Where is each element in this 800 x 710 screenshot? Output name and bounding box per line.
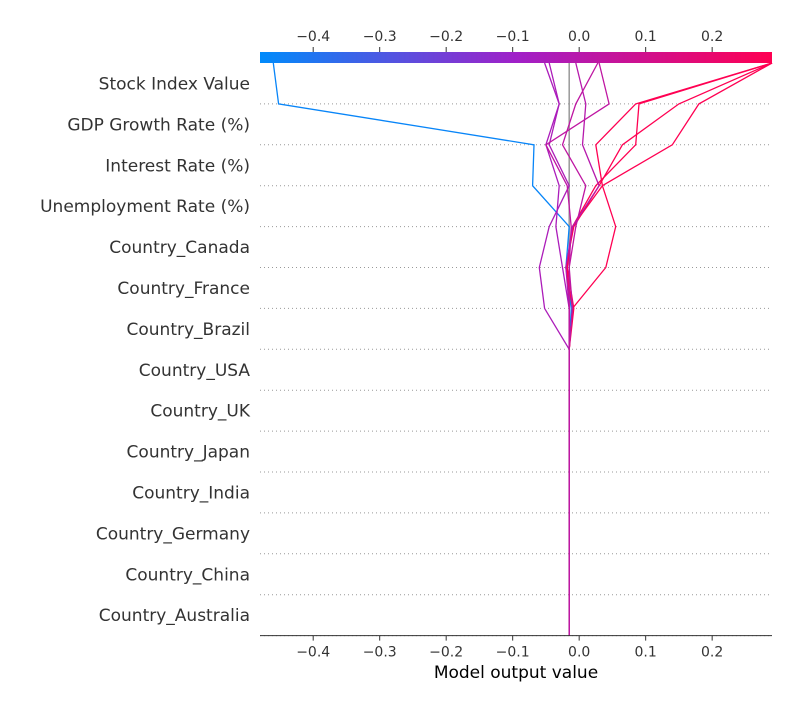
top-tick-label: −0.1 bbox=[496, 29, 530, 45]
x-tick-label: 0.1 bbox=[635, 645, 657, 661]
feature-label: Country_Brazil bbox=[127, 320, 250, 340]
x-tick-label: −0.1 bbox=[496, 645, 530, 661]
decision-line bbox=[568, 62, 773, 636]
x-tick-label: 0.2 bbox=[701, 645, 723, 661]
decision-line bbox=[272, 62, 572, 636]
feature-label: Unemployment Rate (%) bbox=[40, 197, 250, 217]
feature-label: Country_Germany bbox=[96, 524, 250, 544]
decision-line bbox=[545, 62, 610, 636]
feature-label: Stock Index Value bbox=[99, 74, 250, 94]
top-tick-label: −0.4 bbox=[296, 29, 330, 45]
x-tick-label: 0.0 bbox=[568, 645, 590, 661]
feature-label: Country_India bbox=[132, 483, 250, 503]
feature-label: GDP Growth Rate (%) bbox=[67, 115, 250, 135]
x-tick-label: −0.3 bbox=[363, 645, 397, 661]
decision-line bbox=[565, 62, 600, 636]
feature-label: Country_UK bbox=[150, 402, 250, 422]
feature-label: Country_Canada bbox=[109, 238, 250, 258]
top-tick-label: 0.1 bbox=[635, 29, 657, 45]
colorbar bbox=[260, 52, 772, 63]
top-tick-label: 0.0 bbox=[568, 29, 590, 45]
x-tick-label: −0.4 bbox=[296, 645, 330, 661]
decision-line bbox=[566, 62, 773, 636]
feature-label: Country_Japan bbox=[127, 443, 250, 463]
top-tick-label: 0.2 bbox=[701, 29, 723, 45]
top-tick-label: −0.2 bbox=[429, 29, 463, 45]
decision-line bbox=[566, 62, 773, 636]
top-tick-label: −0.3 bbox=[363, 29, 397, 45]
x-tick-label: −0.2 bbox=[429, 645, 463, 661]
feature-label: Country_China bbox=[125, 565, 250, 585]
feature-label: Country_France bbox=[117, 279, 250, 299]
feature-label: Interest Rate (%) bbox=[105, 156, 250, 176]
feature-label: Country_USA bbox=[139, 361, 251, 381]
x-axis-title: Model output value bbox=[434, 663, 598, 683]
feature-label: Country_Australia bbox=[99, 606, 250, 626]
